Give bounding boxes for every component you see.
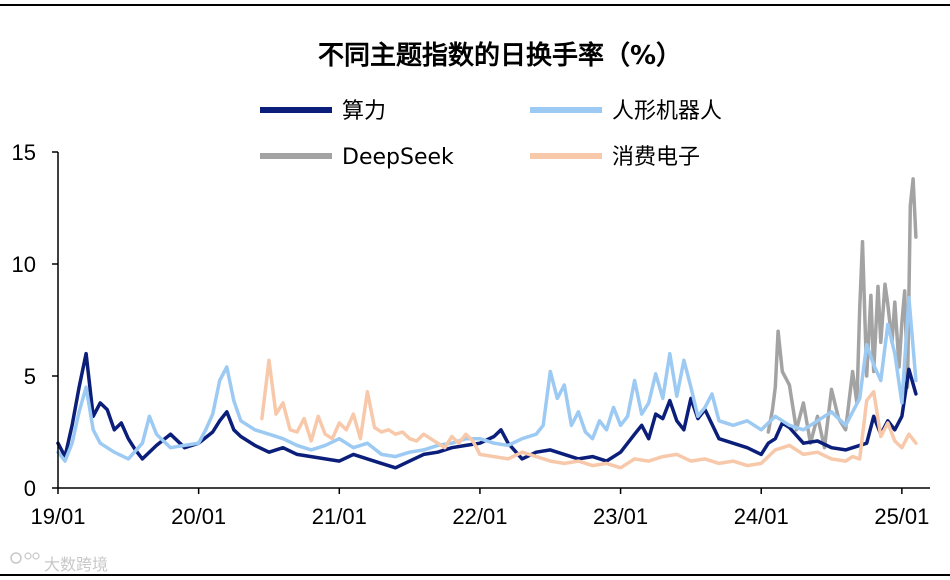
series-line-2 (766, 177, 918, 450)
legend-label-3: 消费电子 (612, 145, 700, 170)
plot-area (56, 177, 918, 470)
camera-logo-icon (10, 552, 40, 564)
legend-label-2: DeepSeek (342, 145, 454, 170)
legend-label-1: 人形机器人 (612, 99, 722, 124)
legend-label-0: 算力 (342, 99, 386, 124)
frame-top-rule (0, 4, 950, 6)
watermark: 大数跨境 (10, 552, 108, 574)
x-tick-label: 25/01 (874, 504, 929, 529)
chart-title: 不同主题指数的日换手率（%） (318, 40, 682, 71)
chart-axes: 0 5 10 15 19/01 20/01 21/01 22/01 23/01 24/01 25/0… (12, 140, 930, 529)
x-tick-label: 19/01 (30, 504, 85, 529)
x-tick-label: 21/01 (312, 504, 367, 529)
y-tick-label: 5 (24, 364, 36, 389)
x-tick-label: 24/01 (734, 504, 789, 529)
y-tick-label: 0 (24, 476, 36, 501)
chart-legend: 算力 人形机器人 DeepSeek 消费电子 (260, 99, 722, 170)
y-tick-label: 10 (12, 252, 36, 277)
x-tick-label: 22/01 (452, 504, 507, 529)
series-line-1 (56, 295, 918, 463)
x-tick-label: 23/01 (593, 504, 648, 529)
watermark-text: 大数跨境 (44, 555, 108, 574)
frame-bottom-rule (0, 574, 950, 576)
series-line-0 (56, 351, 918, 470)
y-tick-label: 15 (12, 140, 36, 165)
x-tick-label: 20/01 (171, 504, 226, 529)
series-line-3 (260, 358, 918, 470)
